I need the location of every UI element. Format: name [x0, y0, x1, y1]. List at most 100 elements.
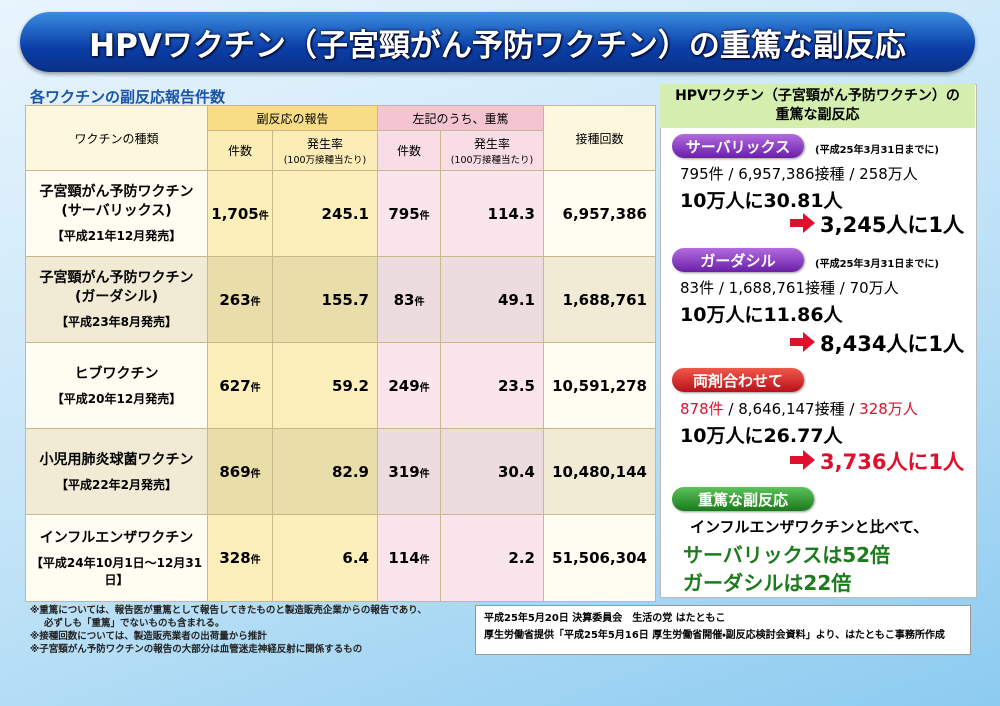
rate: 2.2	[508, 549, 535, 567]
rate: 245.1	[321, 204, 369, 223]
header-cell: 左記のうち、重篤	[377, 105, 544, 131]
badge: 両剤合わせて	[672, 368, 804, 392]
rate: 10万人に11.86人	[680, 304, 843, 326]
rate: 114.3	[487, 204, 535, 223]
count: 263	[219, 290, 251, 309]
stat-line: 83件 / 1,688,761接種 / 70万人	[680, 279, 899, 297]
stat-part: 328万人	[859, 400, 918, 418]
compare-line: ガーダシルは22倍	[683, 571, 852, 595]
release: 【平成20年12月発売】	[51, 391, 182, 406]
vaccine-name: 子宮頸がん予防ワクチン	[39, 184, 194, 200]
name-cell: ヒブワクチン【平成20年12月発売】	[25, 342, 208, 429]
doses-cell: 6,957,386	[543, 170, 656, 257]
stat-part: / 8,646,147接種 /	[723, 400, 860, 418]
count-cell: 869件	[207, 428, 273, 515]
release: 【平成23年8月発売】	[55, 315, 178, 329]
doses: 51,506,304	[552, 549, 647, 567]
count: 83	[393, 290, 415, 309]
doses: 6,957,386	[562, 204, 647, 223]
compare-text: インフルエンザワクチンと比べて、	[690, 518, 929, 536]
header-text: 発生率	[473, 137, 510, 151]
header-cell: 発生率 (100万接種当たり)	[440, 130, 544, 171]
rate-cell: 82.9	[272, 428, 378, 515]
source-box: 平成25年5月20日 決算委員会 生活の党 はたともこ 厚生労働省提供「平成25…	[475, 605, 971, 655]
panel-title: HPVワクチン（子宮頸がん予防ワクチン）の 重篤な副反応	[660, 84, 975, 128]
doses-cell: 10,480,144	[543, 428, 656, 515]
header-text: 接種回数	[575, 131, 624, 146]
arrow	[790, 213, 815, 233]
stat-part: 878件	[680, 400, 724, 418]
badge: サーバリックス	[672, 134, 804, 158]
header-cell: ワクチンの種類	[25, 105, 208, 171]
badge: 重篤な副反応	[672, 487, 814, 511]
doses-cell: 51,506,304	[543, 514, 656, 602]
release: 【平成24年10月1日〜12月31日】	[30, 555, 203, 587]
header-text: 件数	[227, 144, 252, 158]
count-cell: 263件	[207, 256, 273, 343]
arrow	[790, 332, 815, 352]
count-cell: 319件	[377, 428, 441, 515]
panel-title-line: HPVワクチン（子宮頸がん予防ワクチン）の	[675, 88, 960, 104]
rate-cell: 6.4	[272, 514, 378, 602]
badge: ガーダシル	[672, 248, 804, 272]
header-cell: 副反応の報告	[207, 105, 378, 131]
note: ※子宮頸がん予防ワクチンの報告の大部分は血管迷走神経反射に関係するもの	[30, 644, 363, 655]
unit: 件	[250, 296, 261, 308]
note: ※重篤については、報告医が重篤として報告してきたものと製造販売企業からの報告であ…	[30, 605, 427, 616]
panel-title-line: 重篤な副反応	[775, 107, 860, 123]
doses: 10,591,278	[552, 376, 647, 395]
vaccine-name: (ガーダシル)	[74, 289, 159, 305]
doses-cell: 1,688,761	[543, 256, 656, 343]
header-note: (100万接種当たり)	[283, 155, 367, 166]
header-cell: 発生率 (100万接種当たり)	[272, 130, 378, 171]
doses: 10,480,144	[552, 462, 647, 481]
name-cell: 小児用肺炎球菌ワクチン 【平成22年2月発売】	[25, 428, 208, 515]
rate: 82.9	[331, 462, 369, 481]
rate: 10万人に30.81人	[680, 190, 843, 212]
count-cell: 627件	[207, 342, 273, 429]
rate-cell: 59.2	[272, 342, 378, 429]
header-text: 副反応の報告	[256, 111, 329, 126]
count-cell: 249件	[377, 342, 441, 429]
unit: 件	[419, 382, 430, 394]
unit: 件	[258, 210, 269, 222]
note: ※接種回数については、製造販売業者の出荷量から推計	[30, 631, 267, 642]
count: 328	[219, 549, 251, 567]
count: 319	[388, 462, 420, 481]
title: HPVワクチン（子宮頸がん予防ワクチン）の重篤な副反応	[20, 12, 975, 72]
arrow	[790, 450, 815, 470]
count: 795	[388, 204, 420, 223]
doses: 1,688,761	[562, 290, 647, 309]
unit: 件	[419, 210, 430, 222]
result: 8,434人に1人	[820, 332, 965, 356]
rate: 155.7	[321, 290, 369, 309]
date: (平成25年3月31日までに)	[815, 145, 939, 156]
compare-line: サーバリックスは52倍	[683, 543, 891, 567]
header-cell: 接種回数	[543, 105, 656, 171]
rate: 23.5	[497, 376, 535, 395]
table-row: 子宮頸がん予防ワクチン (サーバリックス) 【平成21年12月発売】 1,705件 24…	[25, 170, 656, 257]
rate: 30.4	[497, 462, 535, 481]
header-text: 発生率	[306, 137, 343, 151]
vaccine-name: ヒブワクチン	[74, 365, 159, 382]
count-cell: 795件	[377, 170, 441, 257]
rate: 49.1	[497, 290, 535, 309]
rate-cell: 114.3	[440, 170, 544, 257]
name-cell: 子宮頸がん予防ワクチン (サーバリックス) 【平成21年12月発売】	[25, 170, 208, 257]
source-line: 厚生労働省提供「平成25年5月16日 厚生労働省開催・副反応検討会資料」より、は…	[484, 630, 945, 641]
rate-cell: 30.4	[440, 428, 544, 515]
unit: 件	[419, 468, 430, 480]
vaccine-name: (サーバリックス)	[61, 203, 172, 219]
header-text: ワクチンの種類	[74, 131, 159, 146]
panel	[660, 84, 977, 598]
unit: 件	[250, 468, 261, 480]
rate-cell: 23.5	[440, 342, 544, 429]
rate: 10万人に26.77人	[680, 425, 843, 447]
header-cell: 件数	[207, 130, 273, 171]
header-note: (100万接種当たり)	[450, 155, 534, 166]
table-caption: 各ワクチンの副反応報告件数	[30, 88, 226, 106]
table-row: 子宮頸がん予防ワクチン (ガーダシル) 【平成23年8月発売】 263件 155.7 83…	[25, 256, 656, 343]
name-cell: インフルエンザワクチン 【平成24年10月1日〜12月31日】	[25, 514, 208, 602]
vaccine-name: 小児用肺炎球菌ワクチン	[39, 451, 194, 468]
